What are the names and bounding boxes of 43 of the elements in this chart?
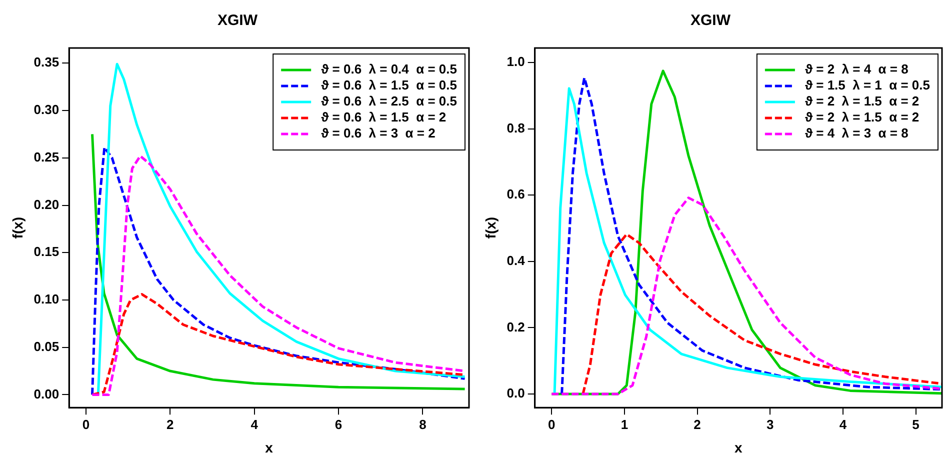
- y-tick-label: 0.25: [34, 149, 60, 164]
- y-tick-label: 0.8: [506, 120, 525, 136]
- y-tick-label: 0.05: [34, 338, 60, 354]
- y-tick-label: 0.0: [506, 386, 525, 401]
- y-tick-label: 0.2: [506, 319, 525, 334]
- legend-label: ϑ = 1.5 λ = 1 α = 0.5: [804, 78, 930, 93]
- x-tick-label: 3: [766, 416, 774, 432]
- legend-label: ϑ = 4 λ = 3 α = 8: [804, 126, 908, 141]
- legend-label: ϑ = 0.6 λ = 1.5 α = 0.5: [321, 78, 458, 93]
- x-tick-label: 0: [548, 416, 556, 432]
- y-tick-label: 0.20: [34, 196, 60, 212]
- y-tick-label: 0.35: [34, 54, 60, 70]
- x-tick-label: 4: [250, 416, 259, 432]
- y-tick-label: 0.6: [506, 186, 525, 202]
- legend-label: ϑ = 2 λ = 4 α = 8: [804, 62, 908, 77]
- legend-label: ϑ = 0.6 λ = 3 α = 2: [321, 126, 436, 141]
- x-tick-label: 6: [334, 416, 342, 432]
- x-axis-title: x: [734, 439, 743, 456]
- legend-label: ϑ = 2 λ = 1.5 α = 2: [804, 110, 920, 125]
- y-tick-label: 0.4: [506, 253, 526, 268]
- y-tick-label: 0.10: [34, 292, 60, 307]
- x-tick-label: 0: [82, 416, 90, 432]
- legend-label: ϑ = 0.6 λ = 0.4 α = 0.5: [321, 62, 458, 77]
- y-axis-title: f(x): [482, 216, 498, 239]
- x-tick-label: 8: [419, 416, 426, 432]
- chart-title: XGIW: [690, 12, 732, 30]
- chart-title: XGIW: [218, 12, 258, 30]
- x-tick-label: 2: [694, 416, 701, 432]
- y-tick-label: 1.0: [506, 54, 525, 70]
- y-tick-label: 0.00: [34, 386, 60, 402]
- x-tick-label: 1: [620, 416, 628, 432]
- x-tick-label: 4: [839, 416, 848, 432]
- x-tick-label: 2: [166, 416, 174, 432]
- legend-label: ϑ = 0.6 λ = 2.5 α = 0.5: [321, 94, 458, 109]
- y-tick-label: 0.15: [34, 244, 60, 260]
- legend-label: ϑ = 2 λ = 1.5 α = 2: [804, 94, 920, 109]
- y-axis-title: f(x): [9, 216, 26, 239]
- legend-label: ϑ = 0.6 λ = 1.5 α = 2: [321, 110, 446, 125]
- x-tick-label: 5: [912, 416, 920, 432]
- y-tick-label: 0.30: [34, 102, 60, 118]
- x-axis-title: x: [265, 439, 274, 456]
- line-series: [550, 196, 942, 396]
- line-series: [582, 233, 942, 396]
